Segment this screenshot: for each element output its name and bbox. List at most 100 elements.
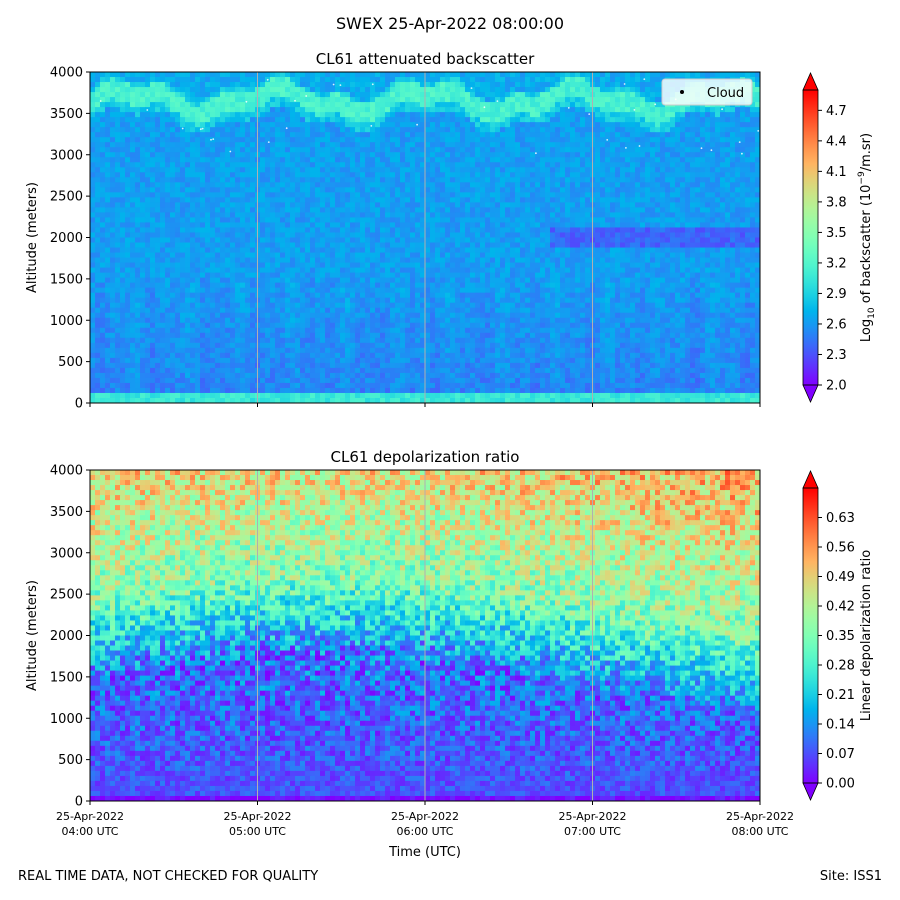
cloud-marker bbox=[370, 125, 373, 127]
cloud-marker bbox=[266, 78, 269, 81]
cloud-marker bbox=[294, 99, 296, 102]
cloud-marker bbox=[625, 147, 627, 149]
colorbar-tick-label: 0.14 bbox=[826, 718, 855, 733]
cloud-marker bbox=[245, 100, 248, 103]
colorbar-tick-label: 4.7 bbox=[826, 104, 847, 119]
y-tick-label: 1500 bbox=[50, 272, 83, 287]
cloud-marker bbox=[371, 83, 374, 86]
colorbar-gradient bbox=[803, 488, 818, 783]
cloud-marker bbox=[201, 127, 204, 130]
y-tick-label: 2500 bbox=[50, 190, 83, 205]
cloud-marker bbox=[181, 127, 184, 130]
colorbar-gradient bbox=[803, 90, 818, 385]
cloud-marker bbox=[483, 106, 486, 109]
chart-panel-1: CL61 attenuated backscatter 0 500 1000 1500 2… bbox=[25, 50, 877, 412]
y-tick-label: 2000 bbox=[50, 629, 83, 644]
colorbar-tick-label: 0.00 bbox=[826, 777, 855, 792]
cloud-marker bbox=[285, 127, 288, 130]
cloud-marker bbox=[757, 130, 760, 132]
colorbar-tick-label: 4.4 bbox=[826, 134, 847, 149]
x-tick-label: 25-Apr-2022 07:00 UTC bbox=[558, 810, 626, 838]
panel-title: CL61 depolarization ratio bbox=[331, 448, 520, 466]
x-tick-label: 25-Apr-2022 05:00 UTC bbox=[223, 810, 291, 838]
y-axis-label: Altitude (meters) bbox=[25, 580, 40, 691]
cloud-marker bbox=[535, 152, 537, 155]
colorbar-label-suffix: /m.sr) bbox=[859, 133, 874, 171]
y-tick-label: 4000 bbox=[50, 464, 83, 479]
colorbar-label: Linear depolarization ratio bbox=[859, 550, 874, 721]
legend: Cloud bbox=[661, 78, 753, 106]
colorbar-tick-label: 2.0 bbox=[826, 379, 847, 394]
cloud-marker bbox=[99, 100, 102, 102]
cloud-marker bbox=[606, 139, 609, 141]
cloud-marker bbox=[332, 83, 335, 86]
x-tick-label: 25-Apr-2022 04:00 UTC bbox=[56, 810, 124, 838]
y-tick-label: 4000 bbox=[50, 66, 83, 81]
x-tick-time: 07:00 UTC bbox=[564, 825, 621, 838]
site-label: Site: ISS1 bbox=[819, 869, 882, 884]
panel-title: CL61 attenuated backscatter bbox=[316, 50, 535, 68]
colorbar-extend-min bbox=[802, 384, 819, 403]
colorbar-tick-label: 0.35 bbox=[826, 629, 855, 644]
legend-marker-cloud bbox=[680, 90, 684, 94]
cloud-marker bbox=[210, 138, 212, 141]
y-tick-label: 0 bbox=[75, 397, 83, 412]
colorbar-tick-label: 4.1 bbox=[826, 165, 847, 180]
cloud-marker bbox=[721, 108, 723, 111]
cloud-marker bbox=[146, 109, 149, 111]
colorbar-tick-label: 0.42 bbox=[826, 600, 855, 615]
x-tick-date: 25-Apr-2022 bbox=[56, 810, 124, 823]
colorbar-tick-label: 2.6 bbox=[826, 317, 847, 332]
cloud-marker bbox=[416, 123, 418, 126]
cloud-marker bbox=[470, 87, 473, 89]
y-tick-label: 2500 bbox=[50, 588, 83, 603]
cloud-marker bbox=[654, 103, 657, 106]
cloud-marker bbox=[199, 128, 202, 131]
y-tick-label: 3000 bbox=[50, 148, 83, 163]
x-tick-date: 25-Apr-2022 bbox=[726, 810, 794, 823]
colorbar-label-prefix: Log bbox=[859, 319, 874, 342]
colorbar-extend-max bbox=[802, 470, 819, 489]
x-tick-label: 25-Apr-2022 06:00 UTC bbox=[391, 810, 459, 838]
figure-title: SWEX 25-Apr-2022 08:00:00 bbox=[335, 14, 564, 33]
x-tick-time: 06:00 UTC bbox=[396, 825, 453, 838]
y-tick-label: 500 bbox=[58, 753, 83, 768]
y-tick-label: 500 bbox=[58, 355, 83, 370]
cloud-marker bbox=[623, 83, 626, 85]
colorbar-tick-label: 0.07 bbox=[826, 747, 855, 762]
colorbar-frame bbox=[802, 89, 819, 386]
cloud-marker bbox=[339, 84, 342, 86]
cloud-marker bbox=[267, 141, 270, 144]
y-tick-label: 3500 bbox=[50, 107, 83, 122]
colorbar-tick-label: 0.28 bbox=[826, 659, 855, 674]
y-axis-label: Altitude (meters) bbox=[25, 182, 40, 293]
y-tick-label: 1500 bbox=[50, 670, 83, 685]
colorbar-label-middle: of backscatter (10 bbox=[859, 185, 874, 308]
colorbar-tick-label: 3.5 bbox=[826, 226, 847, 241]
legend-box bbox=[661, 78, 753, 106]
cloud-marker bbox=[710, 149, 713, 152]
cloud-marker bbox=[567, 107, 570, 109]
colorbar-extend-min bbox=[802, 782, 819, 801]
cloud-marker bbox=[643, 78, 646, 81]
colorbar-label-superscript: −9 bbox=[857, 171, 867, 185]
cloud-marker bbox=[638, 145, 641, 147]
x-tick-date: 25-Apr-2022 bbox=[391, 810, 459, 823]
legend-label: Cloud bbox=[707, 86, 744, 101]
colorbar-tick-label: 2.3 bbox=[826, 348, 847, 363]
x-tick-time: 05:00 UTC bbox=[229, 825, 286, 838]
colorbar-tick-label: 0.63 bbox=[826, 511, 855, 526]
colorbar-tick-label: 0.21 bbox=[826, 688, 855, 703]
y-tick-label: 0 bbox=[75, 795, 83, 810]
cloud-marker bbox=[229, 150, 232, 153]
cloud-marker bbox=[700, 147, 703, 150]
x-tick-label: 25-Apr-2022 08:00 UTC bbox=[726, 810, 794, 838]
y-tick-label: 3000 bbox=[50, 546, 83, 561]
cloud-marker bbox=[496, 100, 499, 102]
y-tick-label: 3500 bbox=[50, 505, 83, 520]
x-tick-time: 04:00 UTC bbox=[61, 825, 118, 838]
y-tick-label: 1000 bbox=[50, 712, 83, 727]
colorbar-tick-label: 3.8 bbox=[826, 195, 847, 210]
colorbar-tick-label: 0.49 bbox=[826, 570, 855, 585]
